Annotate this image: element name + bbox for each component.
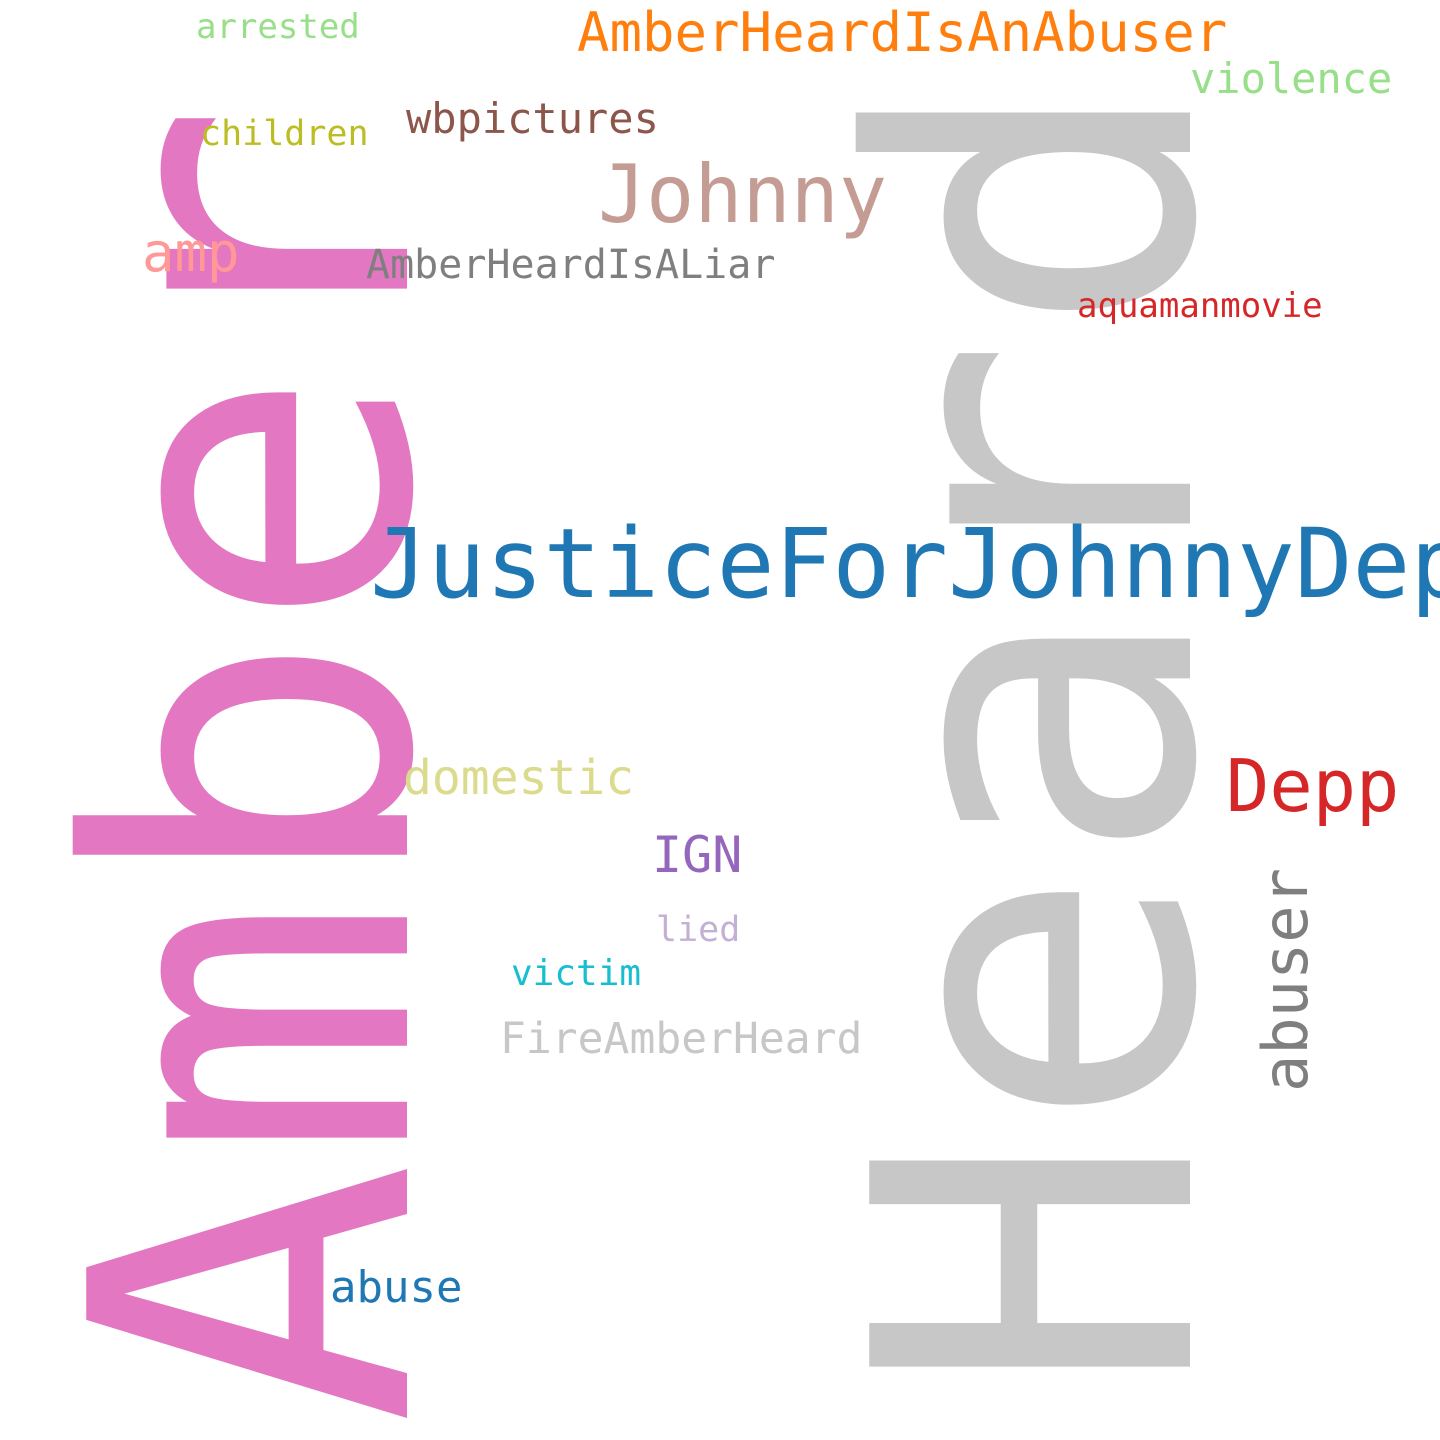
word-johnny: Johnny	[598, 148, 887, 241]
word-abuser: abuser	[1249, 868, 1322, 1092]
word-victim: victim	[511, 953, 642, 994]
word-amber-heard-is-an-abuser: AmberHeardIsAnAbuser	[577, 1, 1228, 64]
word-domestic: domestic	[403, 750, 635, 806]
word-children: children	[200, 114, 369, 154]
word-violence: violence	[1190, 54, 1393, 103]
word-abuse: abuse	[330, 1262, 463, 1313]
word-amber-heard-is-a-liar: AmberHeardIsALiar	[366, 242, 776, 288]
word-aquamanmovie: aquamanmovie	[1077, 286, 1323, 326]
word-ign: IGN	[652, 826, 743, 884]
word-depp: Depp	[1226, 744, 1400, 828]
word-wbpictures: wbpictures	[406, 94, 659, 143]
word-fire-amber-heard: FireAmberHeard	[500, 1014, 863, 1064]
word-justice-for-johnny-depp: JusticeForJohnnyDepp	[370, 508, 1440, 620]
word-arrested: arrested	[196, 7, 360, 47]
word-lied: lied	[656, 910, 741, 950]
word-amp: amp	[142, 221, 240, 284]
word-heard: Heard	[782, 71, 1294, 1396]
